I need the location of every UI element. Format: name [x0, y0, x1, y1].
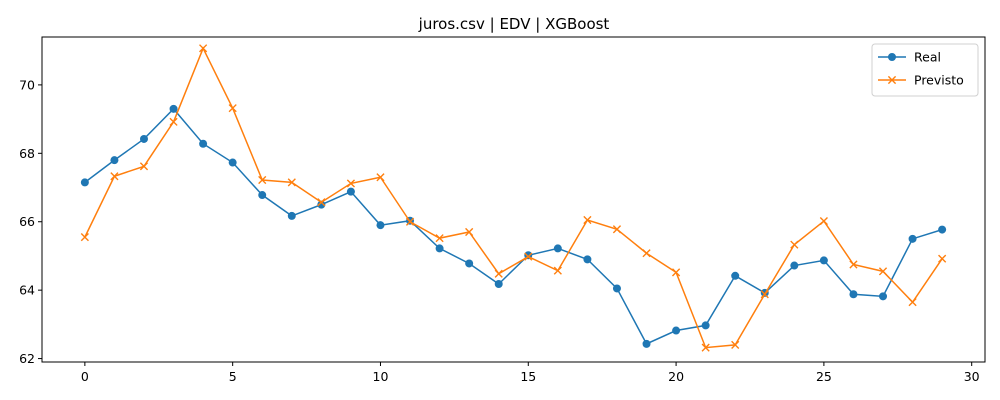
series-line-previsto [84, 46, 943, 349]
data-point-previsto [612, 225, 622, 234]
data-point-previsto [731, 340, 740, 349]
legend-label-previsto: Previsto [914, 73, 964, 88]
x-tick-label: 0 [81, 369, 89, 384]
data-point-previsto [760, 290, 769, 299]
data-point-previsto [908, 298, 917, 307]
series-real [80, 104, 947, 348]
data-point-real [110, 156, 119, 165]
y-tick-label: 66 [19, 214, 35, 229]
data-point-previsto [583, 215, 592, 225]
data-point-previsto [524, 252, 533, 261]
legend-label-real: Real [914, 50, 941, 65]
data-point-real [346, 187, 355, 196]
y-tick-label: 62 [19, 351, 35, 366]
x-tick-label: 10 [373, 369, 389, 384]
data-point-previsto [228, 104, 237, 113]
data-point-real [287, 211, 296, 220]
series-line-real [84, 107, 943, 345]
y-tick-label: 70 [19, 77, 35, 92]
x-tick-label: 5 [229, 369, 237, 384]
x-tick-label: 30 [964, 369, 980, 384]
data-point-previsto [819, 216, 828, 226]
data-point-real [672, 326, 681, 335]
y-axis: 62 64 66 68 70 [19, 77, 42, 366]
data-point-real [819, 256, 828, 265]
data-point-previsto [169, 117, 178, 126]
data-point-real [731, 271, 740, 280]
x-tick-label: 25 [816, 369, 832, 384]
data-point-previsto [553, 266, 562, 275]
data-point-previsto [642, 249, 651, 258]
data-point-real [701, 321, 710, 330]
data-point-real [258, 191, 267, 200]
data-point-previsto [878, 267, 888, 276]
chart-title: juros.csv | EDV | XGBoost [418, 15, 610, 33]
data-point-previsto [346, 179, 356, 188]
plot-frame [41, 36, 986, 363]
series-layer [80, 44, 947, 352]
data-point-real [583, 255, 592, 264]
data-point-real [849, 290, 858, 299]
data-point-real [169, 104, 178, 113]
y-tick-label: 64 [19, 283, 35, 298]
x-axis: 0 5 10 15 20 25 30 [81, 362, 980, 384]
x-tick-label: 15 [520, 369, 536, 384]
data-point-previsto [938, 254, 947, 263]
data-point-previsto [405, 217, 415, 226]
data-point-real [80, 178, 89, 187]
data-point-real [228, 158, 237, 167]
data-point-previsto [139, 162, 149, 171]
data-point-previsto [494, 269, 503, 278]
data-point-previsto [80, 233, 89, 242]
data-point-real [139, 134, 148, 143]
data-point-real [553, 244, 562, 253]
legend-marker-real [888, 53, 896, 61]
y-tick-label: 68 [19, 146, 35, 161]
data-point-previsto [317, 198, 326, 207]
data-point-real [199, 139, 208, 148]
data-point-real [938, 225, 947, 234]
data-point-previsto [671, 268, 681, 277]
data-point-real [612, 284, 621, 293]
legend: Real Previsto [871, 43, 979, 97]
data-point-previsto [110, 172, 119, 181]
data-point-previsto [376, 173, 385, 182]
data-point-previsto [465, 227, 474, 237]
data-point-real [376, 221, 385, 230]
data-point-previsto [435, 234, 444, 243]
data-point-real [317, 200, 326, 209]
data-point-previsto [287, 178, 296, 187]
data-point-real [465, 259, 474, 268]
data-point-real [908, 234, 917, 243]
data-point-previsto [849, 260, 858, 269]
data-point-previsto [790, 240, 799, 249]
legend-marker-previsto [887, 75, 897, 85]
data-point-real [790, 261, 799, 270]
series-previsto [80, 44, 947, 352]
data-point-real [494, 280, 503, 288]
x-tick-label: 20 [668, 369, 684, 384]
data-point-real [642, 339, 651, 348]
data-point-previsto [701, 343, 710, 352]
data-point-previsto [258, 175, 267, 185]
data-point-real [435, 244, 444, 253]
data-point-previsto [199, 44, 208, 53]
data-point-real [879, 292, 888, 301]
